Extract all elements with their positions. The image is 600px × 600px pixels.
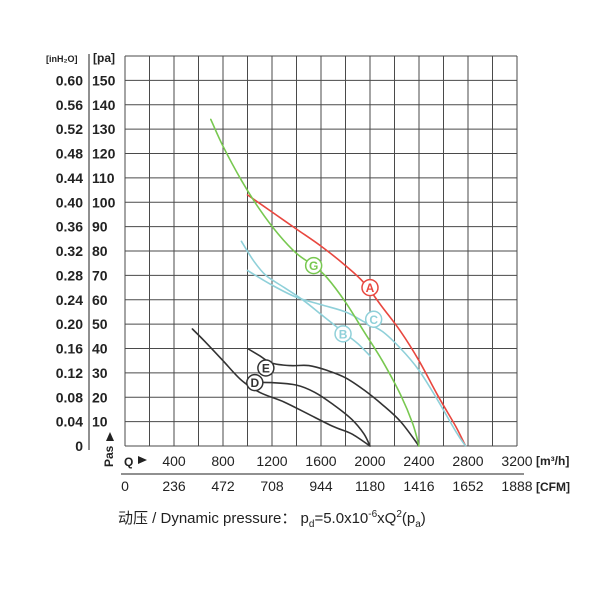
x-tick-label-m3h: 2400: [403, 453, 434, 469]
y-tick-label-pa: 150: [92, 72, 116, 88]
y-tick-label-inh2o: 0.24: [56, 292, 83, 308]
x-tick-label-cfm: 1180: [355, 478, 385, 494]
axis-labels: 0.60 0.56 0.52 0.48 0.44 0.40 0.36 0.32 0.28 0.24…: [46, 51, 570, 494]
x-tick-label-cfm: 1888: [501, 478, 532, 494]
curve-label-circle: [361, 278, 379, 297]
y-tick-label-pa: 140: [92, 97, 116, 113]
curve-label-g: G: [304, 256, 323, 275]
x-tick-label-m3h: 1200: [256, 453, 287, 469]
y-tick-label-pa: 40: [92, 341, 108, 357]
y-tick-label-pa: 130: [92, 121, 116, 137]
y-tick-label-inh2o: 0.44: [56, 170, 83, 186]
curve-label-a: A: [361, 278, 379, 297]
y-tick-label-inh2o: 0.04: [56, 414, 83, 430]
curve-label-d: D: [246, 373, 264, 392]
y-tick-label-inh2o: 0.40: [56, 194, 83, 210]
y-tick-label-pa: 50: [92, 316, 108, 332]
y-tick-label-pa: 120: [92, 146, 116, 162]
y-tick-label-inh2o: 0.08: [56, 389, 83, 405]
curve-label-text: A: [366, 281, 375, 295]
x-tick-label-m3h: 800: [211, 453, 235, 469]
x-tick-label-m3h: 2000: [354, 453, 385, 469]
curve-label-circle: [304, 256, 323, 275]
x-tick-label-cfm: 944: [309, 478, 333, 494]
y-tick-label-pa: 20: [92, 389, 108, 405]
y-tick-label-pa: 90: [92, 219, 108, 235]
y-tick-label-pa: 10: [92, 414, 108, 430]
y-tick-label-inh2o: 0.12: [56, 365, 83, 381]
x-tick-label-m3h: 3200: [501, 453, 532, 469]
y-unit-pa: [pa]: [93, 51, 115, 65]
curve-label-text: E: [262, 362, 270, 376]
y-tick-label-inh2o: 0.36: [56, 219, 83, 235]
x-unit-cfm: [CFM]: [536, 480, 570, 494]
curve-label-text: G: [309, 259, 318, 273]
y-tick-label-inh2o: 0.16: [56, 341, 83, 357]
y-tick-label-inh2o: 0.60: [56, 72, 83, 88]
curve-label-circle: [246, 373, 264, 392]
x-tick-label-cfm: 236: [162, 478, 186, 494]
x-unit-m3h: [m³/h]: [536, 454, 569, 468]
curve-label-c: C: [364, 310, 383, 328]
curve-unlabeled: [191, 328, 371, 447]
y-tick-label-inh2o: 0.48: [56, 146, 83, 162]
y-tick-label-inh2o: 0.32: [56, 243, 83, 259]
y-tick-label-pa: 80: [92, 243, 108, 259]
x-tick-label-m3h: 2800: [452, 453, 483, 469]
x-tick-label-cfm: 708: [260, 478, 284, 494]
y-tick-label-pa: 100: [92, 194, 116, 210]
pas-arrow-icon: [106, 432, 114, 441]
curve-label-circle: [257, 359, 275, 377]
x-tick-label-cfm: 1652: [452, 478, 483, 494]
y-tick-label-inh2o: 0.20: [56, 316, 83, 332]
y-tick-label-pa: 70: [92, 267, 108, 283]
x-tick-label-cfm: 1416: [403, 478, 434, 494]
q-arrow-icon: [138, 456, 147, 464]
y-tick-label-inh2o: 0.56: [56, 97, 83, 113]
curve-label-b: B: [334, 325, 352, 343]
curve-b: [240, 240, 371, 357]
y-tick-label-inh2o: 0.28: [56, 267, 83, 283]
y-tick-label-inh2o: 0.52: [56, 121, 83, 137]
y-tick-label-inh2o: 0: [75, 438, 83, 454]
y-axis-pas-label: Pas: [102, 445, 116, 467]
curve-label-circle: [334, 325, 352, 343]
curve-c: [246, 269, 467, 447]
x-tick-label-cfm: 472: [211, 478, 235, 494]
y-unit-inh2o: [inH₂O]: [46, 54, 78, 64]
curve-labels: A B C DE G: [246, 256, 383, 392]
x-tick-label-m3h: 1600: [305, 453, 336, 469]
curve-label-e: E: [257, 359, 275, 377]
y-tick-label-pa: 30: [92, 365, 108, 381]
x-tick-label-cfm: 0: [121, 478, 129, 494]
curve-label-circle: [364, 310, 383, 328]
y-tick-label-pa: 60: [92, 292, 108, 308]
chart-grid: [124, 55, 518, 447]
x-tick-label-m3h: 400: [162, 453, 186, 469]
y-tick-label-pa: 110: [92, 170, 115, 186]
curve-label-text: D: [251, 376, 260, 390]
x-axis-q-label: Q: [124, 455, 133, 469]
curve-d: [246, 381, 371, 447]
dynamic-pressure-formula: 动压 / Dynamic pressure： pd=5.0x10-6xQ2(pa…: [118, 509, 426, 530]
curve-label-text: B: [339, 327, 348, 341]
curve-label-text: C: [369, 313, 378, 327]
